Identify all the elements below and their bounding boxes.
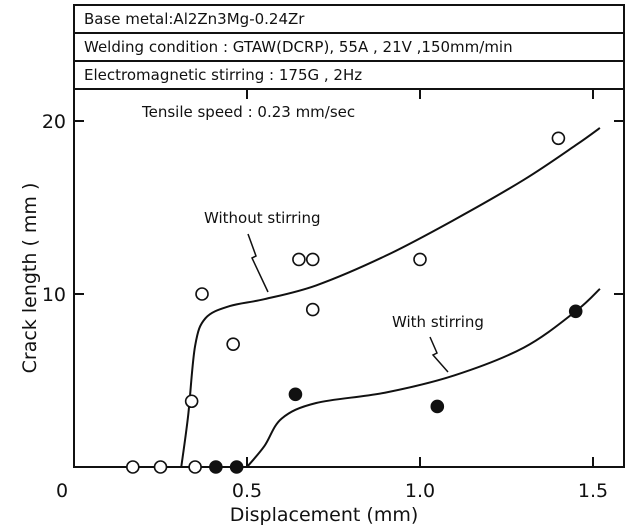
annotation-without-stirring: Without stirring bbox=[204, 209, 321, 227]
x-tick-label: 1.5 bbox=[578, 480, 608, 502]
point-without-stirring bbox=[195, 287, 209, 301]
header-base-metal: Base metal:Al2Zn3Mg-0.24Zr bbox=[84, 10, 305, 28]
header-welding-condition: Welding condition : GTAW(DCRP), 55A , 21… bbox=[84, 38, 513, 56]
point-without-stirring bbox=[413, 252, 427, 267]
point-with-stirring bbox=[229, 460, 244, 474]
leader-without-stirring bbox=[247, 233, 269, 293]
data-points bbox=[126, 131, 583, 474]
y-tick-label: 10 bbox=[42, 284, 66, 306]
axis-tick-labels: 0 0.5 1.0 1.5 10 20 bbox=[42, 111, 608, 502]
x-axis-title: Displacement (mm) bbox=[230, 504, 419, 526]
point-with-stirring bbox=[430, 399, 445, 414]
point-without-stirring bbox=[184, 394, 199, 409]
plot-frame bbox=[73, 88, 625, 468]
point-without-stirring bbox=[226, 337, 240, 351]
point-with-stirring bbox=[568, 304, 583, 319]
point-without-stirring bbox=[126, 460, 140, 474]
x-tick-label: 0.5 bbox=[232, 480, 262, 502]
point-with-stirring bbox=[209, 460, 223, 474]
y-axis-title: Crack length ( mm ) bbox=[19, 183, 41, 374]
fit-curve-with-stirring bbox=[246, 288, 601, 468]
fit-curves bbox=[180, 127, 601, 468]
subtitle-tensile-speed: Tensile speed : 0.23 mm/sec bbox=[141, 103, 355, 121]
fit-curve-without-stirring bbox=[180, 127, 601, 468]
leader-with-stirring bbox=[429, 336, 449, 373]
point-with-stirring bbox=[288, 387, 303, 402]
header-box: Base metal:Al2Zn3Mg-0.24Zr Welding condi… bbox=[73, 4, 625, 90]
point-without-stirring bbox=[305, 302, 320, 317]
point-without-stirring bbox=[292, 252, 306, 267]
annotation-with-stirring: With stirring bbox=[392, 313, 484, 331]
point-without-stirring bbox=[551, 131, 566, 146]
point-without-stirring bbox=[305, 252, 320, 267]
header-electromagnetic-stirring: Electromagnetic stirring : 175G , 2Hz bbox=[84, 66, 362, 84]
x-tick-label: 1.0 bbox=[405, 480, 435, 502]
y-tick-label: 20 bbox=[42, 111, 66, 133]
x-tick-label: 0 bbox=[56, 480, 68, 502]
point-without-stirring bbox=[153, 460, 168, 474]
axis-ticks bbox=[74, 89, 624, 467]
point-without-stirring bbox=[188, 460, 202, 474]
